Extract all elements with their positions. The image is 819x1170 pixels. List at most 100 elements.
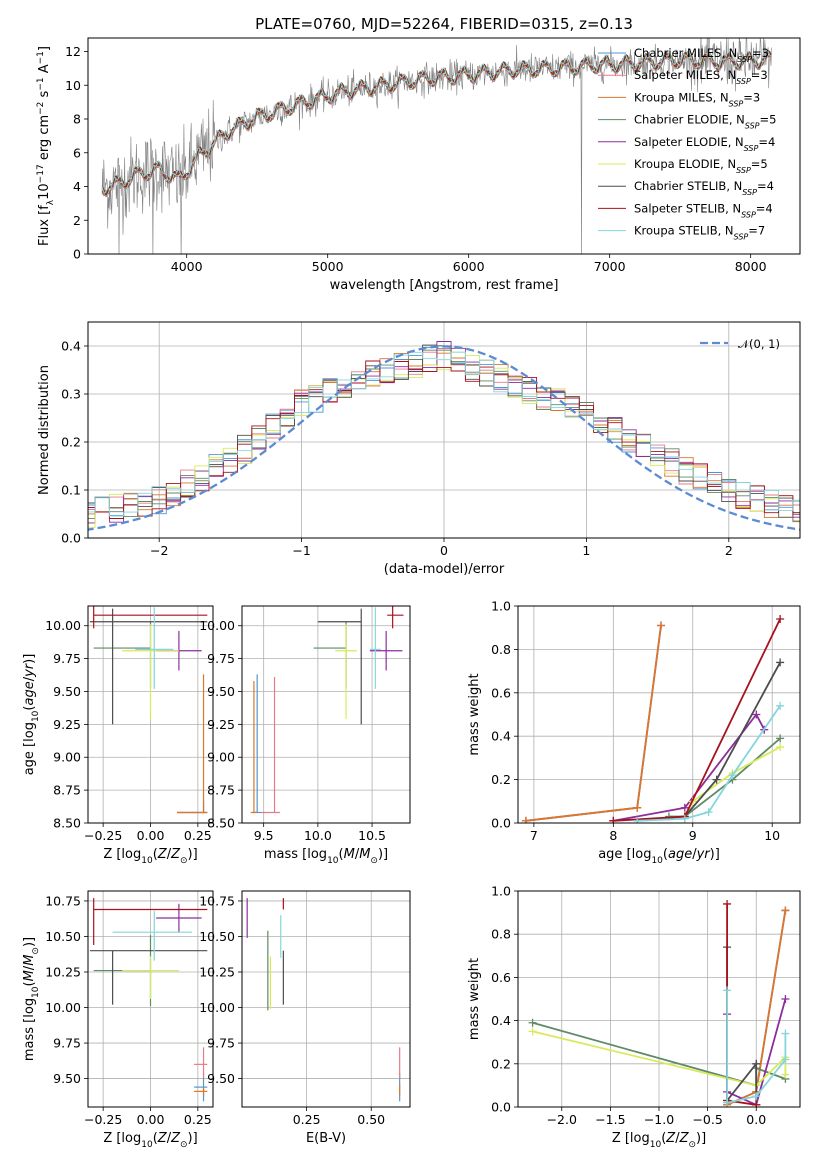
legend-entry: 𝒩(0, 1): [738, 337, 780, 351]
weight-line: [525, 625, 662, 822]
plot-area-weight-vs-z: [528, 899, 790, 1107]
y-tick-label: 8.50: [207, 816, 235, 831]
x-tick-label: −0.25: [84, 828, 122, 843]
x-axis-label: (data-model)/error: [384, 562, 505, 577]
x-tick-label: −1.0: [644, 1112, 674, 1127]
residual-histogram: [88, 351, 800, 517]
y-tick-label: 9.75: [53, 651, 81, 666]
weight-marker: [704, 808, 713, 817]
errorbar-point: [89, 950, 208, 1005]
errorbar-point: [93, 621, 152, 688]
frame: 0.25 0.50 9.50 9.75 10.00 10.25 10.50 10.75 E(B-…: [199, 890, 411, 1146]
x-tick-label: −2.0: [547, 1112, 577, 1127]
y-tick-label: 9.00: [207, 750, 235, 765]
y-tick-label: 9.75: [207, 651, 235, 666]
x-tick-label: 5000: [312, 259, 344, 274]
y-tick-label: 1.0: [491, 884, 511, 899]
y-tick-label: 0.8: [491, 642, 511, 657]
legend-entry: Salpeter MILES, NSSP=3: [634, 68, 768, 86]
x-tick-label: 0.25: [184, 1112, 212, 1127]
y-tick-label: 10.50: [45, 929, 81, 944]
errorbar-point: [261, 677, 280, 814]
weight-marker: [752, 1100, 761, 1107]
y-tick-label: 4: [73, 179, 81, 194]
y-tick-label: 0.6: [491, 970, 511, 985]
y-tick-label: 9.50: [207, 1071, 235, 1086]
weight-marker: [723, 1098, 732, 1107]
x-tick-label: 7: [530, 828, 538, 843]
weight-marker: [633, 816, 642, 823]
x-axis-label: Z [log10(Z/Z⊙)]: [103, 847, 197, 866]
normal-curve: [88, 345, 800, 531]
y-tick-label: 1.0: [491, 599, 511, 614]
weight-marker: [528, 1018, 537, 1027]
axes-frame: [87, 37, 801, 255]
legend-entry: Chabrier ELODIE, NSSP=5: [634, 113, 776, 131]
y-tick-label: 10.00: [199, 1000, 235, 1015]
frame: −0.25 0.00 0.25 8.50 8.75 9.00 9.25 9.50 9.75 10.…: [22, 605, 214, 866]
frame: −2 −1 0 1 2 0.0 0.1 0.2 0.3 0.4 (data-model)/error…: [37, 321, 801, 577]
errorbar-point: [369, 607, 381, 689]
figure-title: PLATE=0760, MJD=52264, FIBERID=0315, z=0…: [255, 15, 633, 33]
model-spectrum-line: [101, 50, 772, 194]
x-tick-label: 9: [689, 828, 697, 843]
y-tick-label: 0.0: [61, 531, 81, 546]
plot-area-age-vs-z: [89, 606, 208, 814]
y-tick-label: 9.75: [53, 1036, 81, 1051]
y-tick-label: 8.75: [207, 783, 235, 798]
y-tick-label: 10.00: [45, 618, 81, 633]
y-tick-label: 10.75: [45, 893, 81, 908]
x-axis-label: mass [log10(M/M⊙)]: [264, 847, 388, 866]
errorbar-point: [335, 624, 357, 720]
weight-marker: [728, 771, 737, 780]
x-tick-label: −0.25: [84, 1112, 122, 1127]
errorbar-point: [194, 1087, 208, 1096]
data-spectrum-line: [101, 38, 772, 254]
axes-weight-vs-age: 7 8 9 10 0.0 0.2 0.4 0.6 0.8 1.0 age [log10(age/yr…: [467, 599, 801, 866]
legend-entry: Kroupa STELIB, NSSP=7: [634, 224, 765, 242]
x-tick-label: 0: [440, 543, 448, 558]
y-tick-label: 10.25: [45, 965, 81, 980]
weight-line: [532, 1030, 787, 1087]
weight-marker: [633, 803, 642, 812]
x-tick-label: −2: [150, 543, 168, 558]
y-axis-label: age [log10(age/yr)]: [22, 654, 41, 776]
plot-area-residuals: [88, 341, 800, 531]
y-tick-label: 0.8: [491, 927, 511, 942]
errorbar-point: [93, 898, 208, 945]
weight-marker: [723, 986, 732, 995]
weight-line: [668, 737, 781, 818]
weight-marker: [776, 743, 785, 752]
weight-line: [637, 705, 781, 822]
errorbar-point: [177, 674, 208, 814]
errorbar-point: [122, 956, 179, 999]
axes-frame: [517, 605, 801, 824]
weight-line: [525, 625, 662, 822]
errorbar-point: [89, 608, 208, 725]
y-axis-label: mass [log10(M/M⊙)]: [22, 937, 41, 1061]
weight-marker: [781, 995, 790, 1003]
y-tick-label: 9.25: [207, 717, 235, 732]
y-tick-label: 9.50: [53, 1071, 81, 1086]
errorbar-point: [313, 621, 347, 688]
y-tick-label: 0.2: [491, 772, 511, 787]
frame: 4000 5000 6000 7000 8000 0 2 4 6 8 10 12 wavelength …: [36, 37, 801, 293]
x-tick-label: 4000: [171, 259, 203, 274]
y-tick-label: 10.00: [199, 618, 235, 633]
weight-marker: [723, 899, 732, 908]
legend-entry: Chabrier STELIB, NSSP=4: [634, 179, 774, 197]
legend-entry: Kroupa MILES, NSSP=3: [634, 90, 760, 108]
y-tick-label: 8.75: [53, 783, 81, 798]
axes-mass-vs-z: −0.25 0.00 0.25 9.50 9.75 10.00 10.25 10.50 10.7…: [22, 890, 214, 1150]
plot-area-age-vs-mass: [250, 606, 404, 814]
frame: −2.0 −1.5 −1.0 −0.5 0.0 0.0 0.2 0.4 0.6 0.8 1.0 Z […: [467, 884, 801, 1150]
y-tick-label: 0.4: [491, 729, 511, 744]
y-tick-label: 9.00: [53, 750, 81, 765]
axes-spectrum: 4000 5000 6000 7000 8000 0 2 4 6 8 10 12 wavelength …: [36, 37, 801, 293]
frame: 9.5 10.0 10.5 8.50 8.75 9.00 9.25 9.50 9.75 10.00…: [199, 605, 411, 866]
x-tick-label: 0.25: [184, 828, 212, 843]
x-tick-label: 8: [609, 828, 617, 843]
errorbar-point: [177, 805, 208, 814]
model-spectrum-line: [101, 50, 772, 196]
